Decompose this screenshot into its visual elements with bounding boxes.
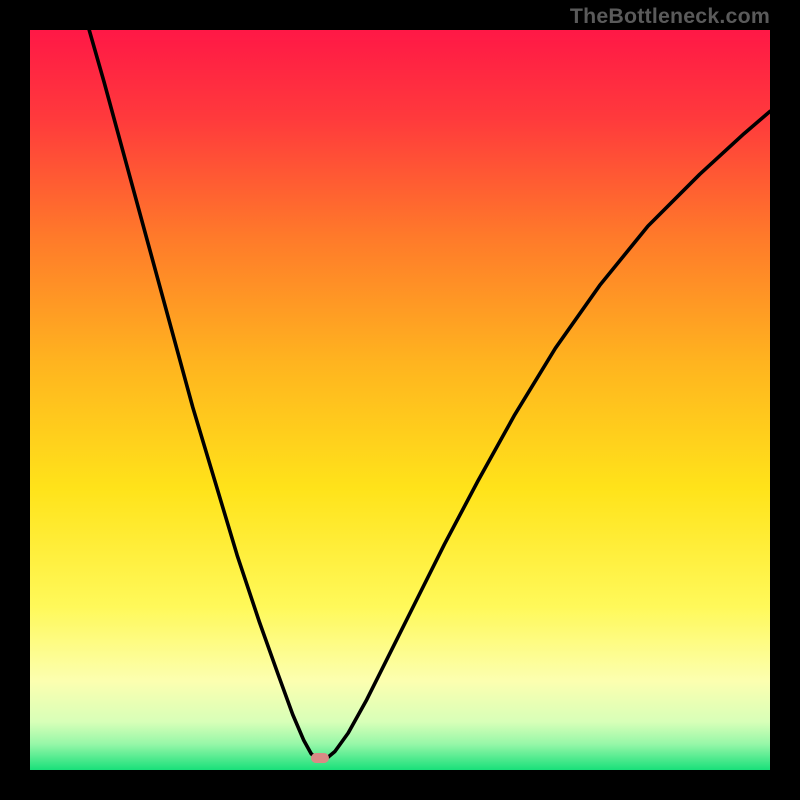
minimum-marker — [311, 753, 329, 763]
curve-layer — [30, 30, 770, 770]
plot-area — [30, 30, 770, 770]
chart-frame: TheBottleneck.com — [0, 0, 800, 800]
bottleneck-curve — [89, 30, 770, 759]
watermark-text: TheBottleneck.com — [570, 4, 770, 29]
